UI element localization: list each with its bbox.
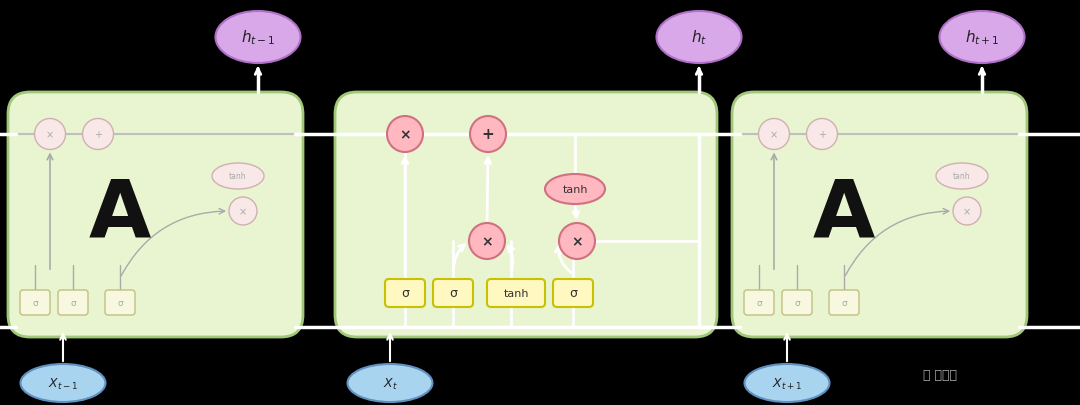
Text: +: + <box>482 127 495 142</box>
Circle shape <box>953 198 981 226</box>
Ellipse shape <box>21 364 106 402</box>
Text: +: + <box>818 130 826 140</box>
Ellipse shape <box>545 175 605 205</box>
Text: ×: × <box>571 234 583 248</box>
Text: σ: σ <box>569 287 577 300</box>
Circle shape <box>82 119 113 150</box>
Ellipse shape <box>212 164 264 190</box>
Text: σ: σ <box>756 298 761 307</box>
FancyBboxPatch shape <box>782 290 812 315</box>
Circle shape <box>35 119 66 150</box>
FancyBboxPatch shape <box>487 279 545 307</box>
Text: ×: × <box>770 130 778 140</box>
Text: ×: × <box>239 207 247 216</box>
Text: σ: σ <box>401 287 409 300</box>
Text: $X_t$: $X_t$ <box>382 375 397 390</box>
FancyBboxPatch shape <box>829 290 859 315</box>
FancyBboxPatch shape <box>732 93 1027 337</box>
Text: ×: × <box>400 128 410 142</box>
FancyBboxPatch shape <box>335 93 717 337</box>
Text: $h_t$: $h_t$ <box>691 29 707 47</box>
Ellipse shape <box>744 364 829 402</box>
Text: ×: × <box>46 130 54 140</box>
Text: $h_{t+1}$: $h_{t+1}$ <box>964 29 999 47</box>
Text: A: A <box>89 176 151 254</box>
Text: tanh: tanh <box>503 288 529 298</box>
Circle shape <box>469 224 505 259</box>
Text: σ: σ <box>449 287 457 300</box>
Text: ×: × <box>963 207 971 216</box>
FancyBboxPatch shape <box>58 290 87 315</box>
Text: σ: σ <box>841 298 847 307</box>
Ellipse shape <box>348 364 432 402</box>
Text: $h_{t-1}$: $h_{t-1}$ <box>241 29 275 47</box>
Text: σ: σ <box>32 298 38 307</box>
Text: +: + <box>94 130 102 140</box>
Circle shape <box>758 119 789 150</box>
Circle shape <box>559 224 595 259</box>
Text: 🐾 新智元: 🐾 新智元 <box>923 369 957 382</box>
Circle shape <box>387 117 423 153</box>
FancyBboxPatch shape <box>553 279 593 307</box>
Text: $X_{t-1}$: $X_{t-1}$ <box>48 375 78 390</box>
Circle shape <box>807 119 837 150</box>
Text: tanh: tanh <box>954 172 971 181</box>
Text: σ: σ <box>117 298 123 307</box>
Text: $X_{t+1}$: $X_{t+1}$ <box>772 375 802 390</box>
Circle shape <box>229 198 257 226</box>
FancyBboxPatch shape <box>384 279 426 307</box>
Ellipse shape <box>936 164 988 190</box>
Text: A: A <box>813 176 875 254</box>
Circle shape <box>470 117 507 153</box>
Text: σ: σ <box>794 298 800 307</box>
FancyBboxPatch shape <box>21 290 50 315</box>
FancyBboxPatch shape <box>433 279 473 307</box>
Text: ×: × <box>482 234 492 248</box>
Text: tanh: tanh <box>563 185 588 194</box>
Text: tanh: tanh <box>229 172 247 181</box>
FancyBboxPatch shape <box>8 93 303 337</box>
FancyBboxPatch shape <box>744 290 774 315</box>
Text: σ: σ <box>70 298 76 307</box>
Ellipse shape <box>940 12 1025 64</box>
Ellipse shape <box>216 12 300 64</box>
FancyBboxPatch shape <box>105 290 135 315</box>
Ellipse shape <box>657 12 742 64</box>
